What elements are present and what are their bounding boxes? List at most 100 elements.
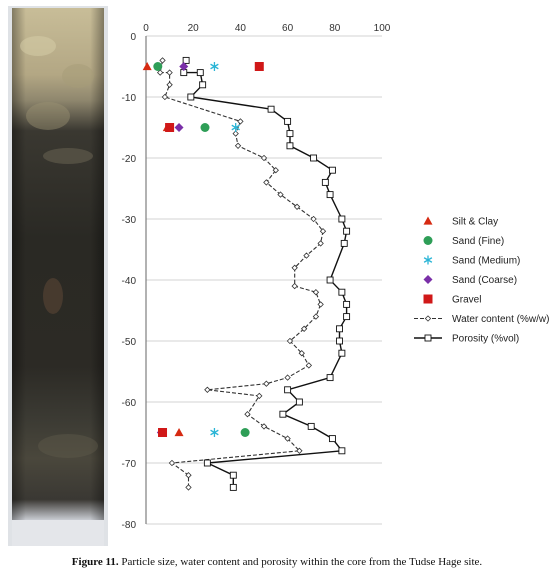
x-tick-label: 100: [374, 23, 391, 34]
caption-label: Figure 11.: [71, 556, 119, 568]
line-series: [159, 60, 348, 488]
data-point: [210, 62, 219, 71]
data-point: [179, 62, 189, 71]
data-point: [296, 447, 303, 454]
y-tick-label: -30: [122, 215, 137, 226]
data-point: [158, 428, 168, 437]
legend-swatch-marker: [424, 315, 432, 322]
x-tick-label: 20: [188, 23, 200, 34]
legend: Silt & Clay Sand (Fine) Sand (Medium) Sand …: [414, 216, 549, 345]
data-point: [244, 411, 251, 418]
core-sample-photo: [8, 6, 108, 546]
data-point: [260, 154, 268, 162]
depth-profile-chart: 0 -10 -20 -30 -40 -50 -60 -70 -80 0 20 40 60 80 100 Si…: [122, 23, 550, 531]
data-point: [153, 62, 163, 71]
data-point: [232, 130, 239, 137]
data-point: [295, 398, 303, 406]
data-point: [263, 179, 270, 186]
data-point: [267, 105, 275, 113]
data-point: [161, 93, 169, 101]
data-point: [159, 57, 166, 64]
y-tick-label: -80: [122, 520, 137, 531]
x-tick-label: 80: [329, 23, 341, 34]
data-point: [199, 81, 207, 89]
scatter-points: [142, 56, 351, 491]
legend-item: Sand (Medium): [423, 255, 520, 267]
data-point: [166, 69, 173, 76]
y-tick-label: -50: [122, 337, 137, 348]
data-point: [279, 410, 287, 418]
data-point: [272, 167, 279, 174]
data-point: [174, 123, 184, 132]
data-point: [286, 337, 294, 345]
data-point: [156, 69, 164, 76]
legend-label: Gravel: [452, 295, 481, 306]
y-tick-label: -10: [122, 93, 137, 104]
data-point: [286, 130, 294, 138]
legend-swatch: [423, 275, 433, 284]
data-point: [310, 215, 317, 223]
data-point: [277, 191, 284, 198]
data-point: [231, 123, 240, 132]
data-point: [343, 313, 351, 321]
x-tick-label: 40: [235, 23, 247, 34]
data-point: [284, 374, 291, 381]
y-tick-label: -40: [122, 276, 137, 287]
data-point: [321, 178, 329, 186]
legend-item: Water content (%w/w): [414, 314, 549, 325]
legend-item: Porosity (%vol): [414, 334, 519, 345]
data-point: [240, 428, 250, 437]
data-point: [237, 118, 244, 125]
data-point: [182, 56, 190, 64]
legend-swatch: [423, 216, 433, 225]
data-point: [338, 349, 346, 357]
data-point: [307, 422, 315, 430]
data-point: [326, 374, 334, 382]
data-point: [336, 325, 343, 333]
data-point: [291, 282, 298, 290]
data-point: [185, 484, 192, 491]
data-point: [312, 313, 320, 320]
series-line: [159, 60, 324, 488]
legend-item: Gravel: [423, 294, 481, 306]
data-point: [200, 123, 210, 132]
data-point: [317, 240, 324, 247]
data-point: [338, 288, 346, 296]
data-point: [229, 483, 237, 491]
legend-label: Sand (Fine): [452, 236, 504, 247]
tick-labels: 0 -10 -20 -30 -40 -50 -60 -70 -80 0 20 40 60 80 100: [122, 23, 391, 531]
y-tick-label: -20: [122, 154, 137, 165]
data-point: [303, 252, 310, 259]
legend-label: Sand (Coarse): [452, 275, 517, 286]
caption-text: Particle size, water content and porosit…: [121, 556, 483, 568]
x-tick-label: 0: [143, 23, 149, 34]
data-point: [229, 471, 237, 479]
legend-swatch: [423, 255, 433, 265]
data-point: [284, 386, 292, 394]
data-point: [319, 228, 327, 235]
data-point: [310, 154, 318, 162]
data-point: [187, 93, 195, 101]
data-point: [256, 392, 263, 400]
data-point: [328, 166, 336, 174]
data-point: [263, 380, 270, 387]
data-point: [291, 264, 298, 271]
data-point: [204, 386, 211, 393]
data-point: [174, 428, 184, 437]
data-point: [326, 276, 334, 284]
data-point: [142, 62, 152, 71]
legend-label: Silt & Clay: [452, 217, 498, 228]
data-point: [340, 239, 348, 247]
data-point: [338, 215, 346, 223]
y-tick-label: -60: [122, 398, 137, 409]
y-tick-label: -70: [122, 459, 137, 470]
data-point: [254, 62, 264, 71]
legend-swatch: [423, 236, 433, 245]
data-point: [168, 459, 176, 467]
grid-lines: [146, 35, 382, 525]
y-tick-label: 0: [130, 32, 136, 43]
legend-item: Silt & Clay: [423, 216, 498, 228]
data-point: [286, 142, 294, 150]
data-point: [300, 325, 308, 332]
data-point: [293, 203, 301, 210]
